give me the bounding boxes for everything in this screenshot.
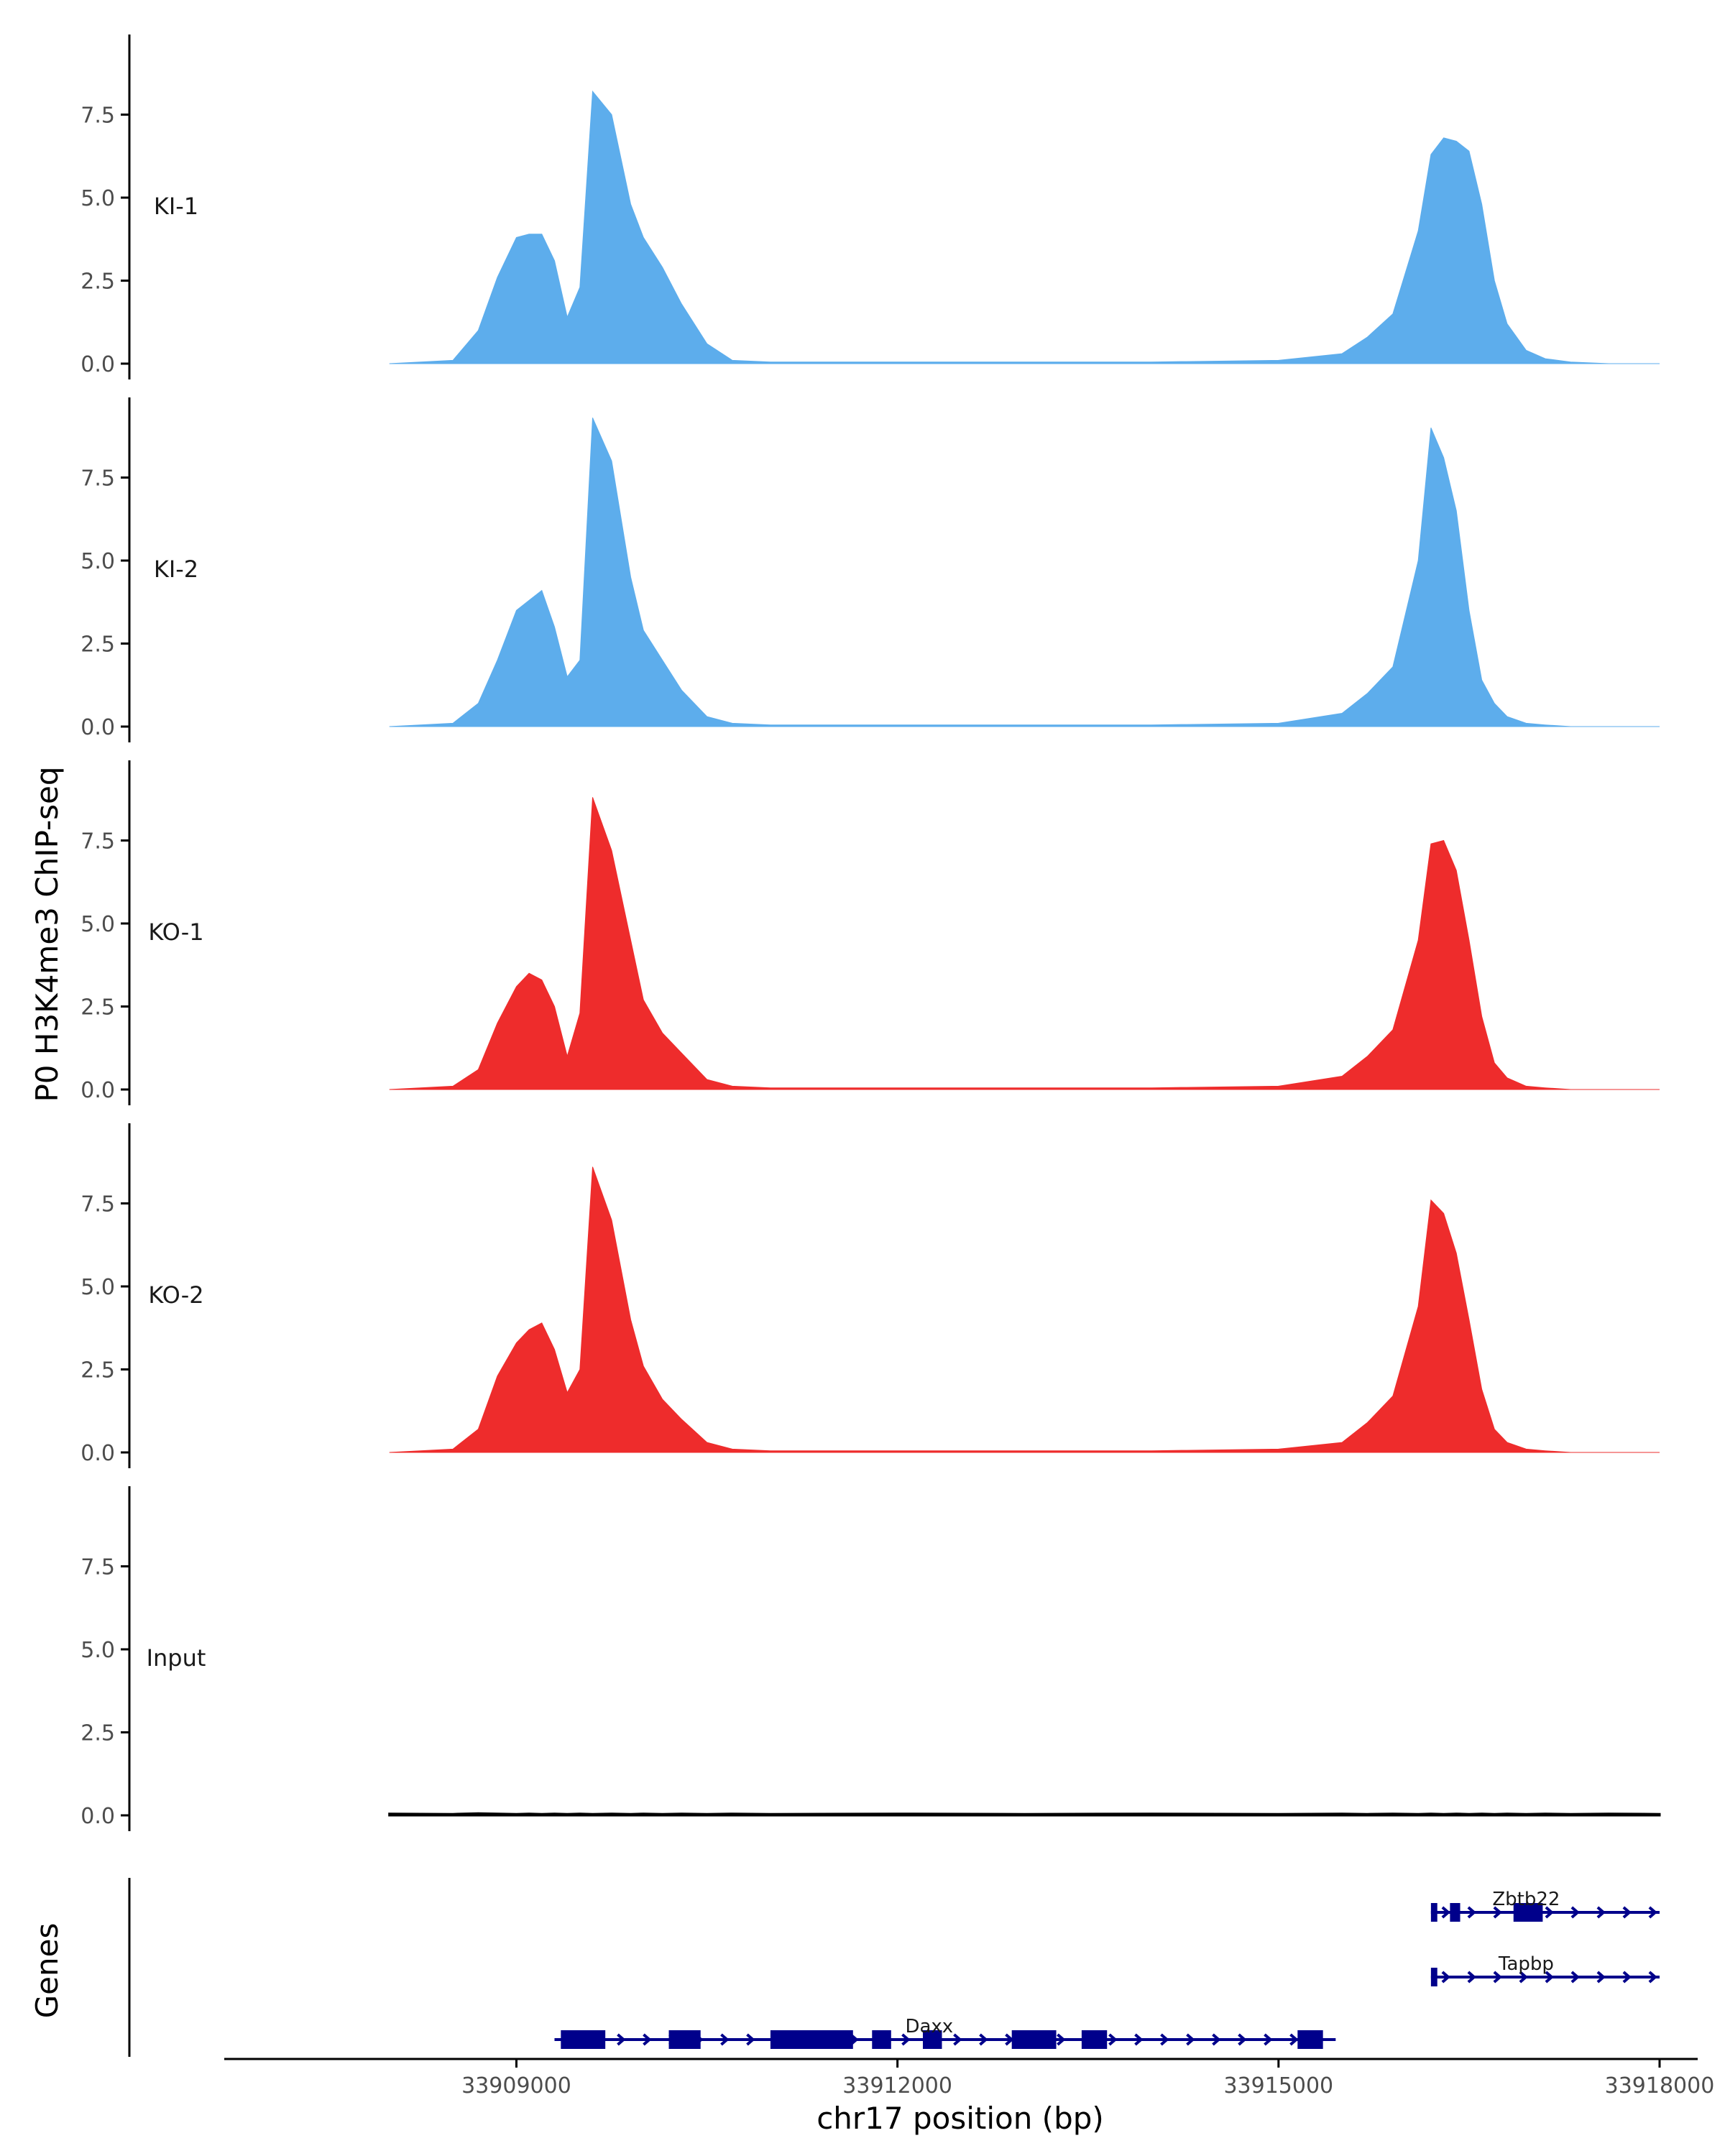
strand-arrow xyxy=(1596,1906,1606,1919)
y-tick-label: 2.5 xyxy=(80,632,115,658)
y-tick-label: 5.0 xyxy=(80,1638,115,1663)
gene-label: Zbtb22 xyxy=(1492,1889,1560,1910)
strand-arrow xyxy=(1467,1971,1476,1984)
strand-arrow xyxy=(1622,1906,1632,1919)
y-tick-label: 2.5 xyxy=(80,1358,115,1383)
y-tick-label: 7.5 xyxy=(80,829,115,854)
y-tick-label: 7.5 xyxy=(80,1555,115,1580)
strand-arrow xyxy=(1570,1906,1580,1919)
strand-arrow xyxy=(617,2033,626,2046)
series-area-ki-1 xyxy=(389,90,1660,364)
strand-arrow xyxy=(1441,1971,1450,1984)
strand-arrow xyxy=(1493,1971,1502,1984)
strand-arrow xyxy=(1108,2033,1118,2046)
strand-arrow xyxy=(1238,2033,1247,2046)
track-label: Input xyxy=(147,1644,206,1672)
track-ki-2: 0.0 2.5 5.0 7.5 KI-2 xyxy=(80,397,1660,742)
strand-arrow xyxy=(1596,1971,1606,1984)
strand-arrow xyxy=(1648,1971,1657,1984)
x-tick-label: 33915000 xyxy=(1223,2073,1333,2099)
gene-label: Tapbp xyxy=(1498,1953,1554,1975)
strand-arrow xyxy=(1057,2033,1066,2046)
y-tick-label: 7.5 xyxy=(80,103,115,129)
track-label: KI-2 xyxy=(154,556,198,583)
gene-label: Daxx xyxy=(905,2016,953,2037)
strand-arrow xyxy=(1648,1906,1657,1919)
strand-arrow xyxy=(720,2033,730,2046)
strand-arrow xyxy=(1264,2033,1273,2046)
track-input: 0.0 2.5 5.0 7.5 Input xyxy=(80,1486,1661,1831)
y-tick-label: 5.0 xyxy=(80,912,115,937)
track-ki-1: 0.0 2.5 5.0 7.5 KI-1 xyxy=(80,34,1660,379)
strand-arrow xyxy=(1212,2033,1221,2046)
x-tick-label: 33909000 xyxy=(461,2073,571,2099)
track-label: KO-2 xyxy=(148,1281,203,1309)
strand-arrow xyxy=(901,2033,911,2046)
y-tick-label: 5.0 xyxy=(80,549,115,574)
strand-arrow xyxy=(1545,1971,1554,1984)
y-tick-label: 7.5 xyxy=(80,1192,115,1217)
track-label: KO-1 xyxy=(148,918,203,946)
strand-arrow xyxy=(979,2033,988,2046)
series-area-input xyxy=(388,1812,1661,1817)
exon xyxy=(922,2030,942,2049)
y-tick-label: 2.5 xyxy=(80,270,115,295)
y-tick-label: 0.0 xyxy=(80,352,115,377)
strand-arrow xyxy=(1467,1906,1476,1919)
strand-arrow xyxy=(1186,2033,1195,2046)
exon xyxy=(1297,2030,1323,2049)
strand-arrow xyxy=(1134,2033,1144,2046)
exon xyxy=(1430,1968,1438,1986)
strand-arrow xyxy=(1160,2033,1169,2046)
track-ko-1: 0.0 2.5 5.0 7.5 KO-1 xyxy=(80,760,1660,1105)
y-tick-label: 5.0 xyxy=(80,1275,115,1300)
y-axis-title: P0 H3K4me3 ChIP-seq xyxy=(29,766,65,1102)
strand-arrow xyxy=(953,2033,962,2046)
gene-zbtb22: Zbtb22 xyxy=(1430,1889,1660,1922)
genes-axis-title: Genes xyxy=(29,1923,65,2019)
series-area-ko-1 xyxy=(389,797,1660,1090)
gene-daxx: Daxx xyxy=(554,2016,1336,2049)
strand-arrow xyxy=(1289,2033,1299,2046)
exon xyxy=(872,2030,891,2049)
exon xyxy=(1011,2030,1057,2049)
y-tick-label: 0.0 xyxy=(80,1441,115,1466)
strand-arrow xyxy=(1441,1906,1450,1919)
strand-arrow xyxy=(1005,2033,1014,2046)
y-tick-label: 5.0 xyxy=(80,186,115,211)
strand-arrow xyxy=(1570,1971,1580,1984)
strand-arrow xyxy=(1519,1971,1528,1984)
strand-arrow xyxy=(1493,1906,1502,1919)
y-tick-label: 0.0 xyxy=(80,1078,115,1103)
exon xyxy=(1513,1903,1543,1922)
exon xyxy=(561,2030,606,2049)
track-ko-2: 0.0 2.5 5.0 7.5 KO-2 xyxy=(80,1123,1660,1468)
gene-tapbp: Tapbp xyxy=(1430,1953,1660,1986)
track-label: KI-1 xyxy=(154,193,198,220)
exon xyxy=(1430,1903,1438,1922)
exon xyxy=(668,2030,701,2049)
series-area-ki-2 xyxy=(389,418,1660,727)
strand-arrow xyxy=(746,2033,755,2046)
strand-arrow xyxy=(1545,1906,1554,1919)
y-tick-label: 7.5 xyxy=(80,466,115,492)
exon xyxy=(770,2030,853,2049)
strand-arrow xyxy=(643,2033,652,2046)
x-tick-label: 33918000 xyxy=(1605,2073,1715,2099)
x-axis-title: chr17 position (bp) xyxy=(816,2101,1104,2136)
strand-arrow xyxy=(1622,1971,1632,1984)
x-tick-label: 33912000 xyxy=(842,2073,952,2099)
y-tick-label: 2.5 xyxy=(80,995,115,1021)
x-axis: 33909000 33912000 33915000 33918000 xyxy=(224,2058,1715,2099)
y-tick-label: 2.5 xyxy=(80,1721,115,1746)
exon xyxy=(1450,1903,1460,1922)
exon xyxy=(1081,2030,1108,2049)
genes-panel: Zbtb22 Tapbp Daxx xyxy=(128,1878,1660,2057)
y-tick-label: 0.0 xyxy=(80,715,115,740)
coverage-tracks: 0.0 2.5 5.0 7.5 KI-1 0.0 2.5 5.0 7.5 KI-2 0.0 2.5 5.… xyxy=(80,34,1661,1831)
series-area-ko-2 xyxy=(389,1166,1660,1453)
y-tick-label: 0.0 xyxy=(80,1804,115,1829)
